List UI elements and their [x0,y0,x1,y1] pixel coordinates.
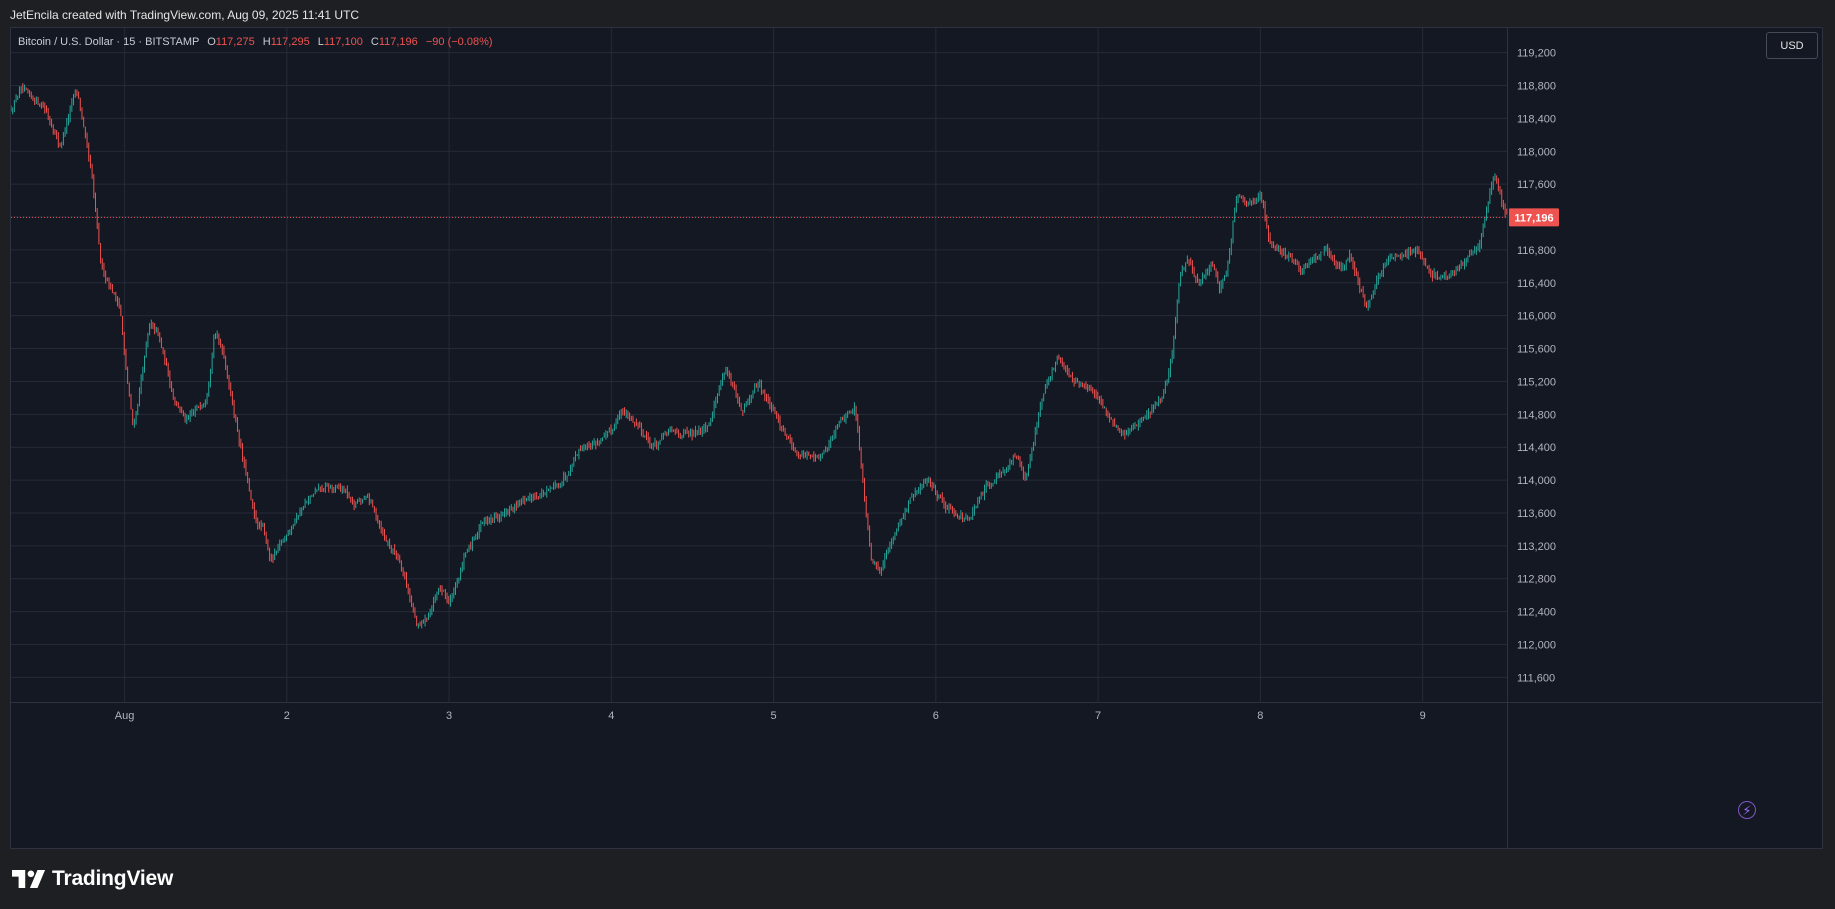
high-value: 117,295 [270,36,310,48]
y-tick-label: 116,800 [1517,245,1556,257]
brand-name: TradingView [52,867,174,890]
y-tick-label: 112,000 [1517,639,1556,651]
y-tick-label: 118,400 [1517,113,1556,125]
tradingview-logo-icon [12,870,46,888]
footer-bar: TradingView [0,849,1835,909]
low-value: 117,100 [323,36,363,48]
y-tick-label: 112,800 [1517,574,1556,586]
header-bar: JetEncila created with TradingView.com, … [0,0,1835,27]
candlestick-chart[interactable]: 111,600 112,000 112,400 112,800 113,200 113,6… [11,28,1822,848]
y-tick-label: 118,800 [1517,81,1556,93]
lightning-icon[interactable]: ⚡ [1738,801,1756,819]
x-tick-label: 7 [1095,710,1101,722]
y-tick-label: 113,600 [1517,508,1556,520]
y-tick-label: 115,200 [1517,376,1556,388]
y-tick-label: 114,800 [1517,409,1556,421]
change-value: −90 (−0.08%) [425,36,493,48]
tradingview-logo[interactable]: TradingView [12,867,173,891]
open-label: O [207,36,216,48]
x-tick-label: 9 [1420,710,1426,722]
y-tick-label: 116,000 [1517,311,1556,323]
symbol-legend: Bitcoin / U.S. Dollar · 15 · BITSTAMP O1… [18,36,493,48]
x-tick-label: Aug [115,710,135,722]
low-label: L [317,36,324,48]
open-value: 117,275 [215,36,255,48]
chart-credit: JetEncila created with TradingView.com, … [10,8,360,22]
y-tick-label: 114,000 [1517,475,1556,487]
last-price-tag [1509,208,1559,227]
y-tick-label: 119,200 [1517,48,1556,60]
x-tick-label: 4 [608,710,614,722]
symbol-title[interactable]: Bitcoin / U.S. Dollar · 15 · BITSTAMP [18,36,200,48]
last-price-label: 117,196 [1514,212,1553,224]
y-tick-label: 111,600 [1517,672,1555,684]
x-tick-label: 5 [771,710,777,722]
y-tick-label: 118,000 [1517,146,1556,158]
x-tick-label: 2 [284,710,290,722]
currency-button[interactable]: USD [1766,32,1818,59]
chart-panel[interactable]: 111,600 112,000 112,400 112,800 113,200 113,6… [10,27,1823,849]
x-tick-label: 6 [933,710,939,722]
y-tick-label: 116,400 [1517,278,1556,290]
y-tick-label: 114,400 [1517,442,1556,454]
y-tick-label: 117,600 [1517,179,1556,191]
close-value: 117,196 [378,36,418,48]
y-tick-label: 113,200 [1517,541,1556,553]
y-tick-label: 112,400 [1517,607,1556,619]
close-label: C [370,36,379,48]
high-label: H [262,36,271,48]
x-tick-label: 8 [1257,710,1263,722]
y-tick-label: 115,600 [1517,344,1556,356]
x-tick-label: 3 [446,710,452,722]
